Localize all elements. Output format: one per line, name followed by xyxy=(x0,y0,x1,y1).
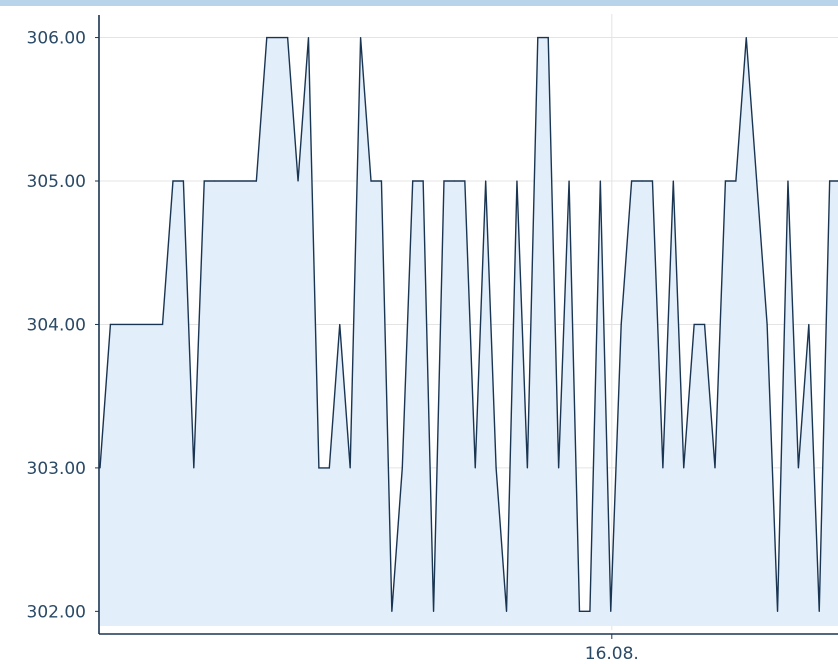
data-point-40 xyxy=(599,180,601,182)
chart-top-band xyxy=(0,0,838,6)
data-point-57 xyxy=(776,610,779,612)
data-point-19 xyxy=(380,180,383,182)
y-tick-label-3: 305.00 xyxy=(27,172,86,192)
price-area xyxy=(100,37,838,627)
data-point-45 xyxy=(651,180,654,182)
data-point-24 xyxy=(432,610,435,612)
data-point-43 xyxy=(631,180,633,182)
data-point-48 xyxy=(683,467,685,469)
data-point-44 xyxy=(641,180,643,182)
y-tick-label-0: 302.00 xyxy=(27,602,86,622)
data-point-15 xyxy=(339,323,341,326)
data-point-27 xyxy=(464,180,466,182)
data-point-18 xyxy=(370,180,372,182)
data-point-51 xyxy=(714,467,716,469)
data-point-32 xyxy=(516,180,518,182)
data-point-30 xyxy=(495,467,497,469)
data-point-37 xyxy=(568,180,570,182)
data-point-46 xyxy=(662,467,664,469)
y-axis-ticks: 302.00 303.00 304.00 305.00 306.00 xyxy=(27,29,99,622)
data-point-3 xyxy=(172,180,174,182)
data-point-60 xyxy=(808,323,810,326)
data-point-11 xyxy=(297,180,299,182)
y-tick-label-4: 306.00 xyxy=(27,29,86,49)
data-point-22 xyxy=(412,180,414,182)
data-point-29 xyxy=(485,180,487,182)
y-tick-label-1: 303.00 xyxy=(27,459,86,479)
data-points xyxy=(99,36,838,612)
data-point-6 xyxy=(203,180,205,182)
data-point-14 xyxy=(328,467,330,469)
data-point-49 xyxy=(693,323,695,326)
data-point-12 xyxy=(307,36,310,39)
price-line xyxy=(99,36,838,613)
data-point-20 xyxy=(391,610,393,612)
data-point-62 xyxy=(829,180,831,182)
data-point-28 xyxy=(474,467,476,469)
data-point-4 xyxy=(182,180,184,182)
data-point-55 xyxy=(756,180,758,182)
data-point-1 xyxy=(109,323,112,326)
data-point-61 xyxy=(818,610,820,612)
x-axis-ticks: 16.08. xyxy=(585,634,639,664)
data-point-25 xyxy=(443,180,445,182)
data-point-26 xyxy=(453,180,456,182)
data-point-23 xyxy=(422,180,424,182)
data-point-36 xyxy=(558,467,560,469)
data-point-10 xyxy=(287,36,289,39)
data-point-17 xyxy=(359,36,362,39)
data-point-34 xyxy=(537,36,539,39)
data-point-54 xyxy=(745,36,747,39)
data-point-31 xyxy=(505,610,508,612)
data-point-58 xyxy=(787,180,789,182)
data-point-52 xyxy=(724,180,727,182)
data-point-50 xyxy=(703,323,706,326)
data-point-9 xyxy=(266,36,268,39)
data-point-5 xyxy=(193,467,195,469)
y-tick-label-2: 304.00 xyxy=(27,315,86,335)
x-tick-label-0: 16.08. xyxy=(585,644,639,664)
data-point-47 xyxy=(672,180,674,182)
data-point-2 xyxy=(161,323,164,326)
data-point-0 xyxy=(99,467,101,469)
data-point-8 xyxy=(255,180,257,182)
data-point-42 xyxy=(620,323,622,326)
data-point-53 xyxy=(735,180,737,182)
data-point-56 xyxy=(766,323,768,326)
data-point-16 xyxy=(349,467,351,469)
data-point-38 xyxy=(578,610,581,612)
data-point-59 xyxy=(797,467,799,469)
data-point-7 xyxy=(214,180,216,182)
data-point-41 xyxy=(610,610,612,612)
data-point-21 xyxy=(401,467,403,469)
data-point-35 xyxy=(547,36,549,39)
data-point-13 xyxy=(318,467,320,469)
data-point-33 xyxy=(526,467,528,469)
data-point-39 xyxy=(589,610,591,612)
